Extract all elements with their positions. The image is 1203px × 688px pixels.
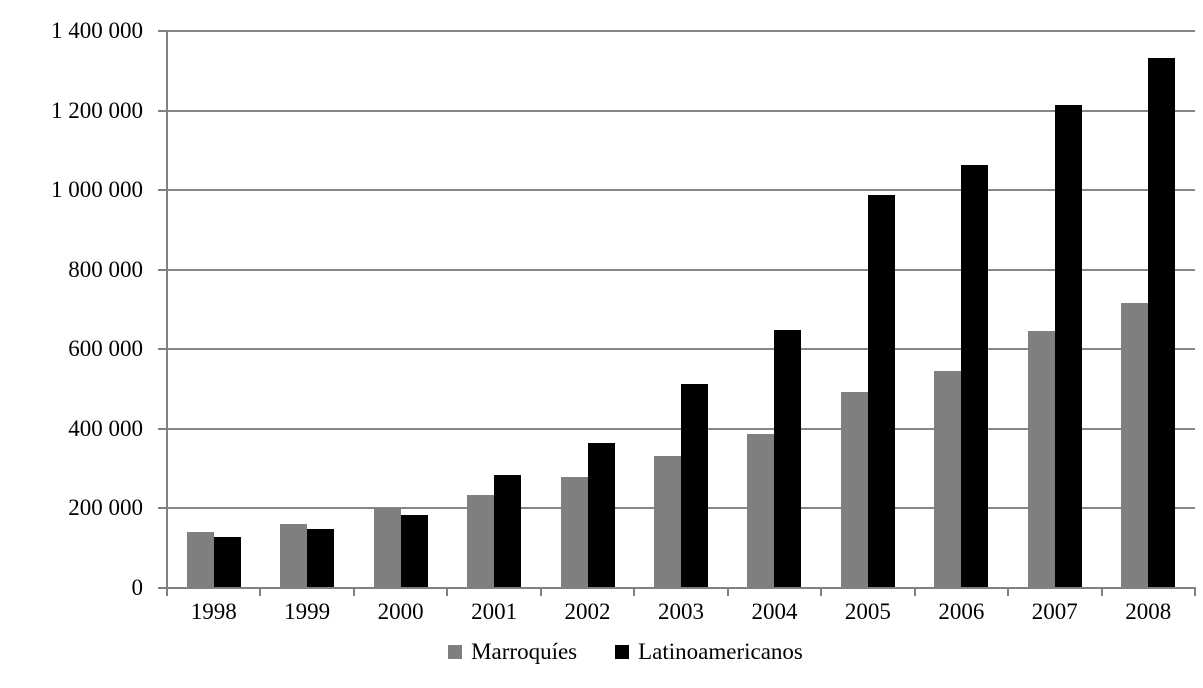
y-tick-label: 800 000 xyxy=(68,256,143,282)
x-tick-label: 2000 xyxy=(377,599,424,624)
x-tick-label: 2005 xyxy=(844,599,891,624)
bar-2006-marroquies xyxy=(934,371,962,588)
y-axis-tick xyxy=(158,427,167,430)
gridline xyxy=(167,189,1195,192)
x-tick-label: 2007 xyxy=(1031,599,1078,624)
bar-2004-latinoamericanos xyxy=(774,330,802,588)
bar-2000-latinoamericanos xyxy=(400,514,428,588)
x-axis-tick xyxy=(1194,588,1196,596)
bar-2008-marroquies xyxy=(1121,303,1149,588)
x-axis-tick xyxy=(913,588,916,596)
gridline xyxy=(167,348,1195,351)
x-tick-label: 2004 xyxy=(751,599,798,624)
bar-1998-marroquies xyxy=(186,532,214,588)
x-tick-label: 1998 xyxy=(190,599,237,624)
bar-2002-latinoamericanos xyxy=(587,442,615,588)
x-axis-tick xyxy=(259,588,262,596)
bar-2005-marroquies xyxy=(840,391,868,588)
y-tick-label: 200 000 xyxy=(68,495,143,521)
bar-2000-marroquies xyxy=(373,508,401,588)
bar-2003-latinoamericanos xyxy=(681,383,708,588)
x-axis-tick xyxy=(1100,588,1103,596)
bar-2008-latinoamericanos xyxy=(1148,58,1176,588)
bar-2003-marroquies xyxy=(654,455,681,588)
bar-2001-latinoamericanos xyxy=(494,474,522,588)
y-tick-label: 1 000 000 xyxy=(51,177,143,203)
x-axis-tick xyxy=(726,588,729,596)
x-tick-label: 1999 xyxy=(284,599,331,624)
y-axis-tick xyxy=(158,30,167,32)
x-axis-line xyxy=(166,587,1196,589)
x-axis-tick xyxy=(633,588,636,596)
bar-2007-latinoamericanos xyxy=(1054,104,1082,588)
legend-item-latinoamericanos: Latinoamericanos xyxy=(615,638,803,666)
y-tick-label: 1 200 000 xyxy=(51,97,143,123)
x-axis-tick xyxy=(352,588,355,596)
x-axis-tick xyxy=(539,588,542,596)
bar-2004-marroquies xyxy=(747,434,775,588)
legend-swatch-marroquies xyxy=(448,645,463,659)
y-axis-tick xyxy=(158,587,167,589)
bar-2001-marroquies xyxy=(467,494,495,588)
bar-1998-latinoamericanos xyxy=(213,536,241,588)
y-tick-label: 0 xyxy=(131,575,144,600)
y-tick-label: 600 000 xyxy=(68,336,143,362)
legend-item-marroquies: Marroquíes xyxy=(448,638,577,666)
x-tick-label: 2002 xyxy=(564,599,611,624)
y-axis-tick xyxy=(158,109,167,112)
y-axis-tick xyxy=(158,507,167,510)
bar-2006-latinoamericanos xyxy=(961,165,989,588)
y-axis-tick xyxy=(158,348,167,351)
x-tick-label: 2008 xyxy=(1125,599,1172,624)
bar-1999-marroquies xyxy=(280,523,308,588)
y-axis-line xyxy=(166,31,168,590)
chart-legend: Marroquíes Latinoamericanos xyxy=(0,638,1203,666)
legend-label-latinoamericanos: Latinoamericanos xyxy=(638,639,803,664)
y-tick-label: 400 000 xyxy=(68,415,143,441)
y-tick-label: 1 400 000 xyxy=(51,18,143,43)
x-tick-label: 2001 xyxy=(471,599,518,624)
gridline xyxy=(167,30,1195,32)
legend-label-marroquies: Marroquíes xyxy=(471,639,578,664)
x-axis-tick xyxy=(820,588,823,596)
x-tick-label: 2003 xyxy=(657,599,704,624)
legend-swatch-latinoamericanos xyxy=(615,645,630,659)
bar-1999-latinoamericanos xyxy=(307,528,335,588)
y-axis-tick xyxy=(158,189,167,192)
bar-2005-latinoamericanos xyxy=(867,194,895,588)
gridline xyxy=(167,109,1195,112)
x-axis-tick xyxy=(446,588,449,596)
x-axis-tick xyxy=(1007,588,1010,596)
x-tick-label: 2006 xyxy=(938,599,985,624)
bar-2007-marroquies xyxy=(1027,330,1055,588)
x-axis-tick xyxy=(166,588,168,596)
gridline xyxy=(167,268,1195,271)
bar-2002-marroquies xyxy=(560,476,588,588)
y-axis-tick xyxy=(158,268,167,271)
